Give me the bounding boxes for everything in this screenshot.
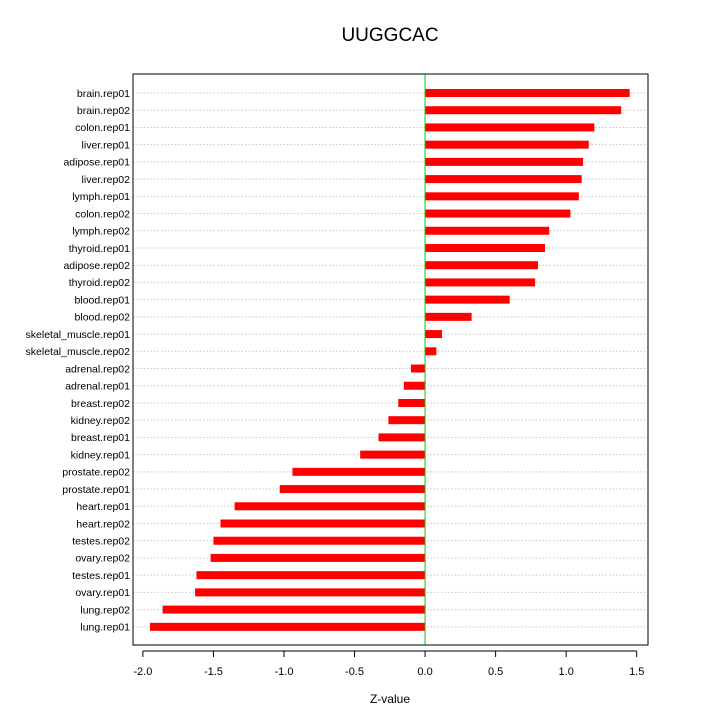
category-labels: brain.rep01 brain.rep02 colon.rep01 liver.r… bbox=[26, 88, 131, 634]
bar bbox=[425, 295, 510, 304]
category-label: testes.rep01 bbox=[72, 570, 130, 582]
category-label: blood.rep01 bbox=[75, 294, 131, 306]
bar bbox=[234, 502, 426, 511]
bar bbox=[195, 588, 426, 597]
bar bbox=[378, 433, 426, 442]
category-label: breast.rep02 bbox=[71, 398, 130, 410]
category-label: skeletal_muscle.rep01 bbox=[26, 329, 131, 341]
bar bbox=[410, 364, 426, 373]
bar bbox=[425, 157, 584, 166]
category-label: lung.rep01 bbox=[80, 622, 130, 634]
category-label: blood.rep02 bbox=[75, 312, 131, 324]
category-label: ovary.rep01 bbox=[75, 587, 130, 599]
bar bbox=[425, 330, 442, 339]
bar bbox=[425, 278, 536, 287]
bar bbox=[425, 89, 630, 97]
category-label: heart.rep01 bbox=[76, 501, 130, 513]
bar bbox=[213, 536, 426, 545]
category-label: testes.rep02 bbox=[72, 536, 130, 548]
category-label: prostate.rep02 bbox=[62, 467, 130, 479]
bar bbox=[425, 123, 595, 132]
category-label: liver.rep02 bbox=[82, 174, 131, 186]
x-tick-label: 1.0 bbox=[559, 666, 574, 678]
bar bbox=[425, 312, 472, 321]
plot-frame bbox=[132, 73, 649, 646]
bar bbox=[210, 553, 426, 562]
grid-lines bbox=[133, 92, 648, 628]
category-label: lung.rep02 bbox=[80, 604, 130, 616]
bar bbox=[292, 467, 426, 476]
x-tick-label: -0.5 bbox=[345, 666, 364, 678]
category-label: kidney.rep02 bbox=[71, 415, 131, 427]
category-label: lymph.rep01 bbox=[72, 191, 130, 203]
bar bbox=[425, 140, 589, 149]
x-tick-label: 0.0 bbox=[417, 666, 432, 678]
x-tick-label: -2.0 bbox=[133, 666, 152, 678]
bar bbox=[388, 416, 426, 425]
bar bbox=[425, 347, 437, 356]
category-label: brain.rep02 bbox=[77, 105, 130, 117]
chart-title: UUGGCAC bbox=[341, 25, 438, 46]
category-label: kidney.rep01 bbox=[71, 449, 131, 461]
category-label: adrenal.rep02 bbox=[65, 363, 130, 375]
category-label: skeletal_muscle.rep02 bbox=[26, 346, 131, 358]
x-tick-label: -1.0 bbox=[274, 666, 293, 678]
bar bbox=[425, 209, 571, 218]
category-label: thyroid.rep01 bbox=[69, 243, 130, 255]
bar bbox=[360, 450, 426, 459]
x-tick-label: -1.5 bbox=[204, 666, 223, 678]
category-label: thyroid.rep02 bbox=[69, 277, 130, 289]
bar bbox=[425, 192, 579, 201]
category-label: prostate.rep01 bbox=[62, 484, 130, 496]
bar bbox=[425, 106, 622, 115]
x-tick-label: 1.5 bbox=[629, 666, 644, 678]
category-label: adipose.rep01 bbox=[63, 157, 130, 169]
x-axis: -2.0 -1.5 -1.0 -0.5 0.0 0.5 1.0 1.5 bbox=[133, 650, 644, 678]
category-label: adrenal.rep01 bbox=[65, 381, 130, 393]
category-label: ovary.rep02 bbox=[75, 553, 130, 565]
category-label: colon.rep01 bbox=[75, 122, 130, 134]
x-tick-label: 0.5 bbox=[488, 666, 503, 678]
category-label: heart.rep02 bbox=[76, 518, 130, 530]
bar bbox=[425, 261, 538, 270]
bar bbox=[149, 622, 426, 631]
category-label: lymph.rep02 bbox=[72, 226, 130, 238]
bar bbox=[279, 485, 426, 494]
bar bbox=[425, 243, 545, 252]
bar bbox=[425, 226, 550, 235]
category-label: breast.rep01 bbox=[71, 432, 130, 444]
bars bbox=[149, 89, 630, 631]
bar bbox=[162, 605, 426, 614]
category-label: brain.rep01 bbox=[77, 88, 130, 100]
bar bbox=[398, 398, 426, 407]
bar bbox=[220, 519, 426, 528]
category-label: liver.rep01 bbox=[82, 139, 131, 151]
bar bbox=[403, 381, 426, 390]
bar bbox=[196, 571, 426, 580]
x-axis-label: Z-value bbox=[370, 692, 410, 706]
category-label: colon.rep02 bbox=[75, 208, 130, 220]
bar bbox=[425, 175, 582, 184]
category-label: adipose.rep02 bbox=[63, 260, 130, 272]
